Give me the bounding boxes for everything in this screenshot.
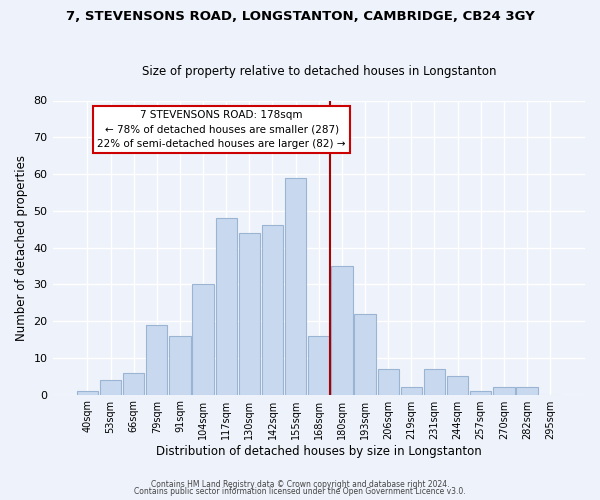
Bar (215, 218, 237, 394)
X-axis label: Distribution of detached houses by size in Longstanton: Distribution of detached houses by size … (156, 444, 482, 458)
Text: Contains public sector information licensed under the Open Government Licence v3: Contains public sector information licen… (134, 487, 466, 496)
Y-axis label: Number of detached properties: Number of detached properties (15, 154, 28, 340)
Bar (401, 387, 422, 394)
Bar (77, 391, 98, 394)
Bar (517, 387, 538, 394)
Bar (193, 284, 214, 395)
Bar (355, 314, 376, 394)
Bar (123, 372, 145, 394)
Title: Size of property relative to detached houses in Longstanton: Size of property relative to detached ho… (142, 66, 496, 78)
Bar (262, 226, 283, 394)
Bar (377, 369, 399, 394)
Bar (331, 266, 353, 394)
Bar (424, 369, 445, 394)
Bar (470, 391, 491, 394)
Bar (239, 233, 260, 394)
Bar (308, 336, 329, 394)
Bar (169, 336, 191, 394)
Bar (493, 387, 515, 394)
Bar (146, 324, 167, 394)
Bar (285, 178, 306, 394)
Text: 7 STEVENSONS ROAD: 178sqm
← 78% of detached houses are smaller (287)
22% of semi: 7 STEVENSONS ROAD: 178sqm ← 78% of detac… (97, 110, 346, 150)
Bar (100, 380, 121, 394)
Text: 7, STEVENSONS ROAD, LONGSTANTON, CAMBRIDGE, CB24 3GY: 7, STEVENSONS ROAD, LONGSTANTON, CAMBRID… (65, 10, 535, 23)
Text: Contains HM Land Registry data © Crown copyright and database right 2024.: Contains HM Land Registry data © Crown c… (151, 480, 449, 489)
Bar (447, 376, 468, 394)
